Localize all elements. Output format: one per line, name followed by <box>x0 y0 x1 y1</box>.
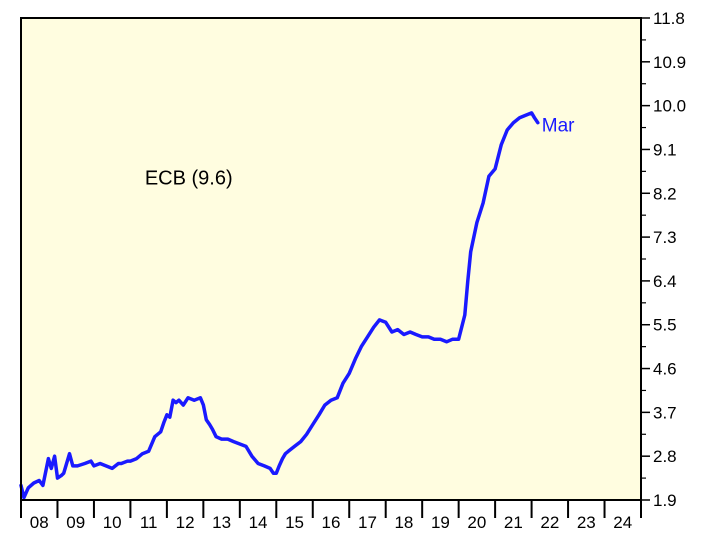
x-tick-label: 11 <box>140 513 158 532</box>
y-axis: 1.9 2.8 3.7 4.6 5.5 6.4 7.3 8.2 9.1 10.0 10.9 11.8 <box>641 9 686 510</box>
series-end-label: Mar <box>542 116 575 137</box>
y-tick-label: 10.0 <box>653 97 686 116</box>
x-tick-label: 24 <box>613 513 632 532</box>
series-line <box>19 111 540 500</box>
x-tick-label: 16 <box>322 513 341 532</box>
x-tick-label: 22 <box>540 513 559 532</box>
y-tick-label: 2.8 <box>653 447 677 466</box>
x-tick-label: 18 <box>394 513 413 532</box>
x-tick-label: 15 <box>285 513 304 532</box>
y-tick-label: 7.3 <box>653 228 677 247</box>
y-tick-label: 8.2 <box>653 184 677 203</box>
y-tick-label: 1.9 <box>653 491 677 510</box>
x-tick-label: 09 <box>66 513 85 532</box>
x-tick-label: 23 <box>577 513 596 532</box>
x-tick-label: 21 <box>504 513 523 532</box>
x-tick-label: 13 <box>212 513 231 532</box>
plot-frame <box>20 17 642 501</box>
y-tick-label: 9.1 <box>653 140 677 159</box>
y-tick-label: 6.4 <box>653 272 677 291</box>
x-tick-label: 10 <box>103 513 122 532</box>
y-tick-label: 10.9 <box>653 53 686 72</box>
x-tick-label: 19 <box>431 513 450 532</box>
y-tick-label: 4.6 <box>653 360 677 379</box>
y-tick-label: 11.8 <box>653 9 685 28</box>
y-tick-label: 5.5 <box>653 316 677 335</box>
x-tick-label: 20 <box>467 513 486 532</box>
x-tick-label: 08 <box>30 513 49 532</box>
x-tick-label: 14 <box>249 513 268 532</box>
plot-background <box>21 18 641 500</box>
chart-marks <box>19 111 540 500</box>
chart-annotation: ECB (9.6) <box>145 167 233 189</box>
y-tick-label: 3.7 <box>653 403 677 422</box>
x-axis: 08 09 10 11 12 13 14 15 16 17 18 19 20 21 22 23 24 <box>20 500 642 532</box>
x-tick-label: 17 <box>358 513 377 532</box>
x-tick-label: 12 <box>176 513 195 532</box>
